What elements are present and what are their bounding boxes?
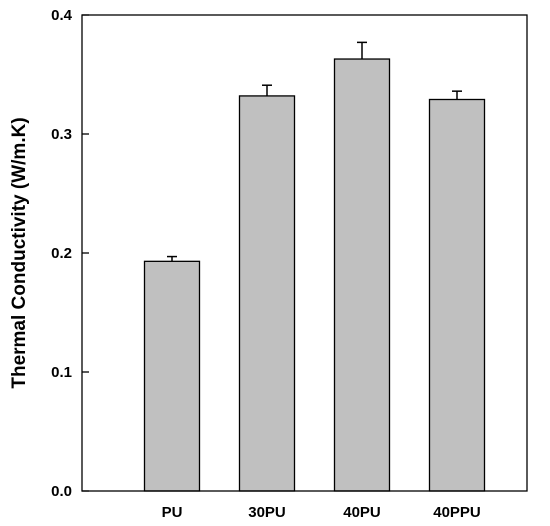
bar-40pu	[333, 58, 391, 492]
labels-layer: PU 30PU 40PU 40PPU 0.0 0.1 0.2 0.3 0.4	[51, 7, 481, 521]
axes-layer	[81, 14, 528, 492]
bar-30pu	[238, 95, 296, 492]
x-tick-label-40pu: 40PU	[343, 504, 381, 521]
y-tick-label: 0.2	[51, 245, 72, 262]
x-tick-label-40ppu: 40PPU	[433, 504, 481, 521]
bar-40ppu	[428, 98, 486, 492]
y-axis-title: Thermal Conductivity (W/m.K)	[9, 117, 30, 388]
error-bars-layer	[167, 41, 462, 262]
x-tick-label-30pu: 30PU	[248, 504, 286, 521]
bar-pu	[143, 260, 201, 492]
y-tick-label: 0.0	[51, 483, 72, 500]
x-tick-label-pu: PU	[162, 504, 183, 521]
y-tick-label: 0.4	[51, 7, 73, 24]
bars-layer	[143, 58, 486, 492]
y-tick-label: 0.3	[51, 126, 72, 143]
y-tick-label: 0.1	[51, 364, 72, 381]
